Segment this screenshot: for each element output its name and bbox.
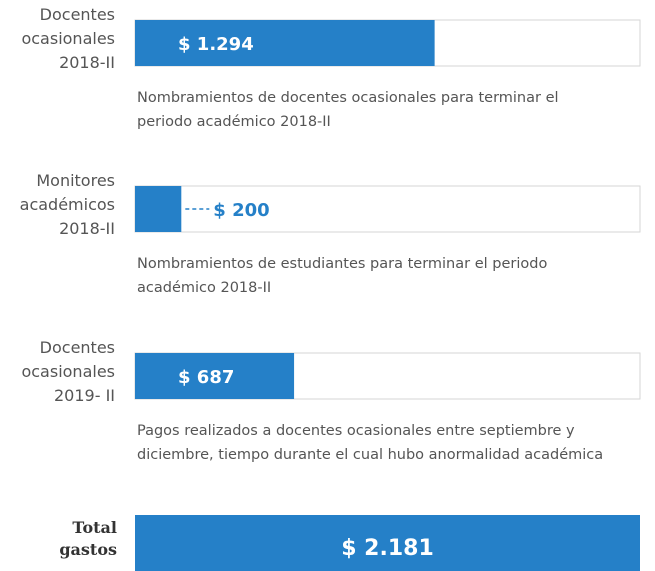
value-label: $ 1.294 [178,34,254,55]
bar [135,186,182,232]
description: Nombramientos de docentes ocasionales pa… [137,90,559,130]
bar [135,353,295,399]
total-value-label: $ 2.181 [341,536,434,561]
bar-track [134,185,641,233]
description: Nombramientos de estudiantes para termin… [137,256,547,296]
category-label: Monitores académicos 2018-II [20,171,115,238]
description: Pagos realizados a docentes ocasionales … [137,423,603,463]
bar [135,20,435,66]
total-label: Total gastos [59,518,117,559]
category-label: Docentes ocasionales 2019- II [21,338,115,405]
total-bar [135,515,640,571]
value-label: $ 200 [213,200,269,221]
category-label: Docentes ocasionales 2018-II [21,5,115,72]
value-label: $ 687 [178,367,234,388]
